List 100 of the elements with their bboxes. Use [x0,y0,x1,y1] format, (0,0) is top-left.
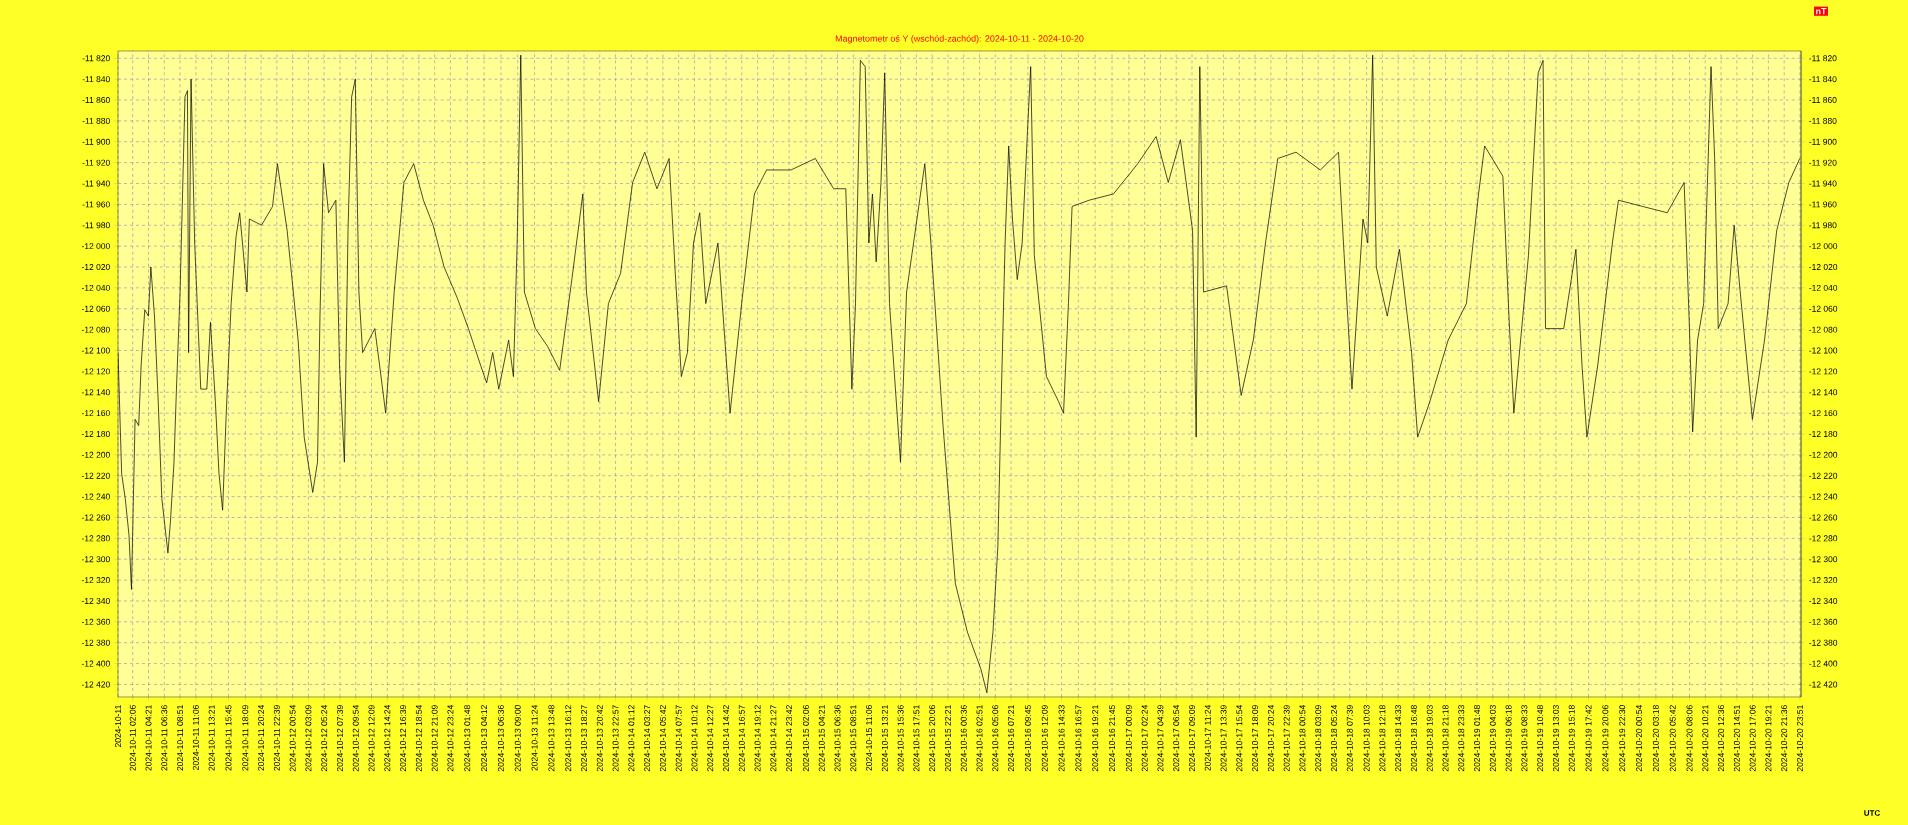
y2-tick-label: -11 820 [1809,55,1837,62]
x-tick-label: 2024-10-19 04:03 [1489,705,1496,772]
x-tick-label: 2024-10-14 21:27 [770,705,777,772]
line-series [118,54,1801,694]
x-tick-label: 2024-10-12 00:54 [289,705,296,772]
x-tick-label: 2024-10-20 03:18 [1652,705,1659,772]
y-tick-label: -11 880 [82,117,110,124]
y-tick-label: -12 200 [81,451,110,458]
y2-tick-label: -11 840 [1809,76,1837,83]
x-tick-label: 2024-10-18 12:18 [1379,705,1386,772]
x-tick-label: 2024-10-17 22:39 [1283,705,1290,772]
text: nT [1816,8,1827,15]
y2-tick-label: -11 960 [1809,201,1837,208]
y2-tick-label: -12 300 [1809,556,1838,563]
x-tick-label: 2024-10-19 20:06 [1602,705,1609,772]
x-tick-label: 2024-10-15 02:06 [802,705,809,772]
y-tick-label: -11 820 [82,55,110,62]
x-tick-label: 2024-10-13 20:42 [596,705,603,772]
y2-tick-label: -12 160 [1809,410,1838,417]
x-tick-label: 2024-10-16 16:57 [1075,705,1082,772]
x-tick-label: 2024-10-11 18:09 [242,705,249,771]
x-tick-label: 2024-10-15 08:51 [850,705,857,772]
y-tick-label: -12 260 [81,514,110,521]
x-tick-label: 2024-10-11 20:24 [258,705,265,771]
y2-tick-label: -12 340 [1809,597,1838,604]
x-tick-label: 2024-10-19 06:18 [1505,705,1512,772]
x-tick-label: 2024-10-13 13:48 [548,705,555,772]
x-tick-label: 2024-10-15 17:51 [913,705,920,772]
x-tick-label: 2024-10-15 20:06 [929,705,936,772]
x-tick-label: 2024-10-20 05:42 [1669,705,1676,772]
x-tick-label: 2024-10-11 [115,705,122,748]
x-tick-label: 2024-10-17 09:09 [1188,705,1195,772]
x-tick-label: 2024-10-15 11:06 [866,705,873,771]
y2-tick-label: -12 420 [1809,681,1838,688]
x-tick-label: 2024-10-13 11:24 [531,705,538,771]
y-tick-label: -11 900 [82,138,110,145]
y2-tick-label: -12 220 [1809,472,1838,479]
x-tick-label: 2024-10-16 02:51 [976,705,983,772]
x-tick-label: 2024-10-11 06:36 [161,705,168,771]
x-tick-label: 2024-10-20 00:54 [1636,705,1643,772]
y2-tick-label: -12 140 [1809,389,1838,396]
x-tick-label: 2024-10-16 19:21 [1092,705,1099,772]
x-tick-label: 2024-10-18 16:48 [1410,705,1417,772]
y-tick-label: -12 020 [81,264,110,270]
y2-tick-label: -12 040 [1809,284,1838,291]
x-tick-label: 2024-10-20 17:06 [1749,705,1756,772]
y-tick-label: -12 340 [81,597,110,604]
x-tick-label: 2024-10-12 07:39 [336,705,343,772]
y2-tick-label: -11 940 [1809,180,1837,187]
x-tick-label: 2024-10-17 15:54 [1236,705,1243,772]
x-tick-label: 2024-10-17 11:24 [1204,705,1211,771]
y-tick-label: -12 100 [81,347,110,354]
y-tick-label: -12 220 [81,472,110,479]
x-tick-label: 2024-10-18 07:39 [1346,705,1353,772]
y-tick-label: -12 380 [81,639,110,646]
x-tick-label: 2024-10-11 11:06 [192,705,199,770]
x-tick-label: 2024-10-17 18:09 [1252,705,1259,772]
x-tick-label: 2024-10-12 09:54 [352,705,359,772]
y-tick-label: -11 840 [82,76,110,83]
y-tick-label: -12 040 [81,284,110,291]
y-tick-label: -12 160 [81,410,110,417]
x-tick-label: 2024-10-13 16:12 [565,705,572,772]
y2-tick-label: -12 000 [1809,243,1838,250]
x-tick-label: 2024-10-15 13:21 [881,705,888,772]
x-tick-label: 2024-10-13 01:48 [464,705,471,772]
x-tick-label: 2024-10-12 03:09 [305,705,312,772]
y-tick-label: -11 940 [82,180,110,187]
x-tick-label: 2024-10-13 04:12 [481,705,488,772]
x-tick-label: 2024-10-18 00:54 [1299,705,1306,772]
y2-tick-label: -12 180 [1809,431,1838,437]
y2-tick-label: -12 280 [1809,535,1838,542]
x-tick-label: 2024-10-11 15:45 [225,705,232,771]
y2-tick-label: -12 260 [1809,514,1838,521]
x-tick-label: 2024-10-19 15:18 [1568,705,1575,772]
y2-tick-label: -12 320 [1809,577,1838,584]
x-tick-label: 2024-10-16 14:33 [1058,705,1065,772]
y2-tick-label: -12 060 [1809,305,1838,312]
y2-tick-label: -12 240 [1809,493,1838,500]
x-tick-label: 2024-10-18 14:33 [1395,705,1402,772]
y-tick-label: -12 140 [81,389,110,396]
x-tick-label: 2024-10-15 22:21 [944,705,951,772]
x-tick-label: 2024-10-12 16:39 [400,705,407,772]
x-tick-label: 2024-10-20 10:21 [1702,705,1709,772]
x-tick-label: 2024-10-19 10:48 [1537,705,1544,772]
y-tick-label: -12 280 [81,535,110,542]
y2-tick-label: -12 400 [1809,660,1838,667]
x-tick-label: 2024-10-16 21:45 [1109,705,1116,772]
x-tick-label: 2024-10-20 19:21 [1765,705,1772,772]
x-tick-label: 2024-10-18 03:09 [1315,705,1322,772]
x-tick-label: 2024-10-11 13:21 [208,705,215,771]
x-tick-label: 2024-10-16 12:09 [1041,705,1048,772]
x-tick-label: 2024-10-12 21:09 [431,705,438,772]
x-tick-label: 2024-10-18 23:33 [1458,705,1465,772]
x-tick-label: 2024-10-20 21:36 [1781,705,1788,772]
x-tick-label: 2024-10-14 07:57 [675,705,682,772]
chart-title: Magnetometr oś Y (wschód-zachód): 2024-10-11 - 2024-10-20 [835,35,1084,44]
y2-tick-label: -11 860 [1809,97,1837,104]
x-tick-label: 2024-10-20 23:51 [1796,705,1803,772]
x-tick-label: 2024-10-12 23:24 [447,705,454,772]
x-tick-label: 2024-10-14 23:42 [786,705,793,772]
